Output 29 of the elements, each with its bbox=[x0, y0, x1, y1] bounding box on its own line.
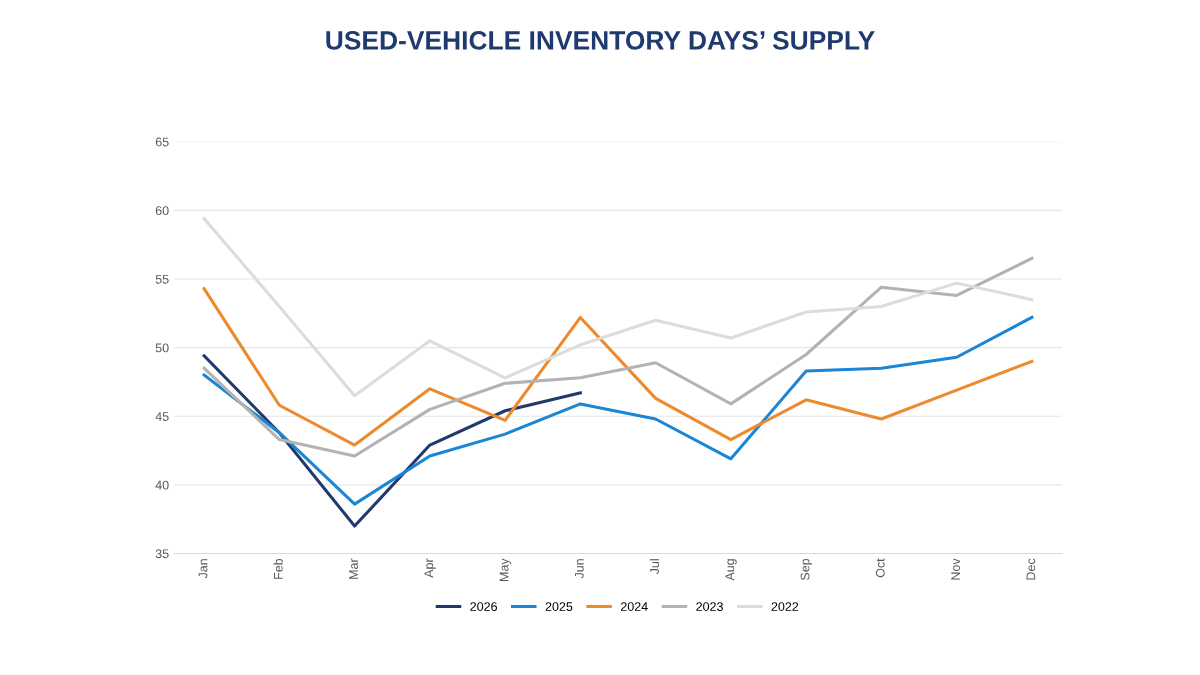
x-tick-label: Jan bbox=[198, 559, 208, 579]
y-tick-label: 40 bbox=[155, 480, 169, 490]
y-tick-label: 35 bbox=[155, 549, 169, 559]
x-tick-label: Dec bbox=[1026, 558, 1036, 580]
y-tick-label: 50 bbox=[155, 343, 169, 353]
x-tick-label: Oct bbox=[875, 558, 885, 578]
x-tick-label: Feb bbox=[273, 558, 283, 579]
legend-label: 2023 bbox=[696, 602, 723, 611]
y-tick-label: 65 bbox=[155, 137, 169, 147]
line-series bbox=[202, 256, 1034, 458]
x-tick-label: Aug bbox=[725, 559, 737, 581]
legend-label: 2025 bbox=[545, 602, 573, 611]
x-tick-label: Nov bbox=[951, 558, 960, 580]
legend-label: 2022 bbox=[771, 602, 799, 611]
x-tick-label: Mar bbox=[349, 558, 358, 579]
y-tick-label: 45 bbox=[155, 412, 169, 421]
y-tick-label: 55 bbox=[155, 274, 169, 284]
y-tick-label: 60 bbox=[155, 206, 169, 216]
x-tick-label: Sep bbox=[800, 558, 812, 581]
x-tick-label: Jun bbox=[575, 559, 584, 579]
legend-label: 2024 bbox=[620, 602, 648, 611]
legend-label: 2026 bbox=[470, 602, 497, 611]
x-tick-label: Jul bbox=[649, 559, 659, 575]
x-tick-label: Apr bbox=[424, 558, 436, 578]
chart-title: USED-VEHICLE INVENTORY DAYS’ SUPPLY bbox=[326, 31, 875, 50]
line-series bbox=[202, 315, 1034, 506]
line-series bbox=[202, 354, 582, 528]
line-series bbox=[202, 287, 1034, 447]
x-tick-label: May bbox=[499, 558, 511, 581]
